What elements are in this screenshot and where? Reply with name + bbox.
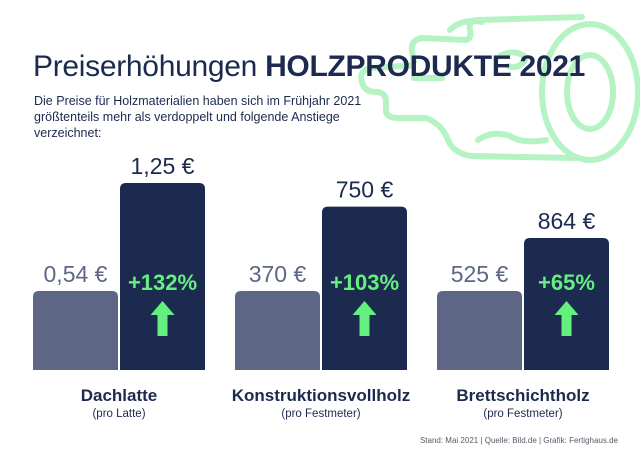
page-title: Preiserhöhungen HOLZPRODUKTE 2021 (33, 50, 585, 84)
label-new-price: 864 € (538, 208, 596, 234)
bar-old-price (235, 291, 320, 370)
category-label: Konstruktionsvollholz (232, 386, 411, 405)
label-new-price: 750 € (336, 177, 394, 203)
label-percent-change: +132% (128, 270, 197, 295)
title-regular: Preiserhöhungen (33, 50, 258, 83)
category-label: Brettschichtholz (456, 386, 589, 405)
arrow-up-icon (352, 301, 377, 336)
label-old-price: 0,54 € (44, 261, 108, 287)
category-unit: (pro Latte) (92, 408, 145, 420)
footer-source: Stand: Mai 2021 | Quelle: Bild.de | Graf… (419, 436, 618, 445)
title-bold: HOLZPRODUKTE 2021 (265, 50, 586, 83)
label-new-price: 1,25 € (131, 153, 195, 179)
subtitle: Die Preise für Holzmaterialien haben sic… (34, 94, 362, 140)
label-old-price: 525 € (451, 261, 509, 287)
category-label: Dachlatte (81, 386, 158, 405)
bar-new-price (322, 206, 407, 370)
arrow-up-icon (554, 301, 579, 336)
bar-new-price (120, 183, 205, 370)
wood-log-icon (358, 14, 640, 163)
label-percent-change: +103% (330, 270, 399, 295)
bar-old-price (437, 291, 522, 370)
label-percent-change: +65% (538, 270, 595, 295)
label-old-price: 370 € (249, 261, 307, 287)
bar-old-price (33, 291, 118, 370)
category-unit: (pro Festmeter) (483, 408, 562, 420)
arrow-up-icon (150, 301, 175, 336)
category-unit: (pro Festmeter) (281, 408, 360, 420)
